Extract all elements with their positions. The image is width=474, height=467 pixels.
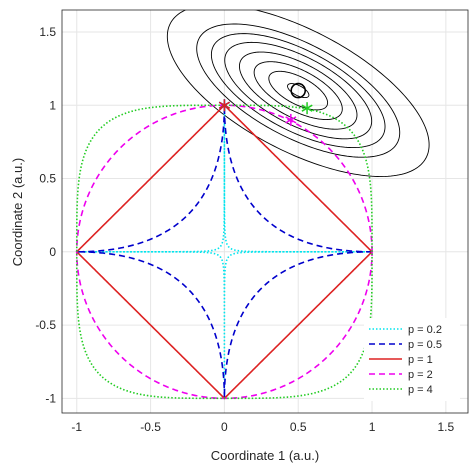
y-tick-label: -0.5 [35,318,56,332]
legend: p = 0.2 p = 0.5 p = 1 p = 2 p = 4 [364,318,460,401]
optimum-marker [290,82,307,99]
solution-point [301,102,313,115]
objective-contours [166,10,430,177]
x-tick-label: 1.5 [438,420,455,434]
x-tick-label: 0.5 [290,420,307,434]
y-tick-label: 1.5 [39,25,56,39]
y-tick-label: 1 [49,98,56,112]
contour-ellipse [238,51,358,130]
x-tick-label: -0.5 [140,420,161,434]
y-tick-label: 0 [49,245,56,259]
contour-ellipse [253,61,343,120]
contour-ellipse [196,23,401,158]
solution-markers [218,82,313,126]
legend-entry: p = 4 [408,384,433,396]
norm-balls [75,104,374,400]
contour-ellipse [166,10,430,177]
series-line [75,104,373,400]
x-axis-label: Coordinate 1 (a.u.) [211,448,319,463]
x-tick-label: 0 [221,420,228,434]
x-tick-label: -1 [71,420,82,434]
y-axis-label: Coordinate 2 (a.u.) [10,158,25,266]
y-tick-label: -1 [45,391,56,405]
tick-labels: -1 -0.5 0 0.5 1 1.5 -1 -0.5 0 0.5 1 1.5 [35,25,454,434]
solution-point [285,113,297,126]
solution-point [218,99,230,112]
axes-box [61,9,469,414]
legend-entry: p = 1 [408,354,433,366]
x-tick-label: 1 [369,420,376,434]
y-tick-label: 0.5 [39,172,56,186]
series-line [75,104,373,400]
contour-ellipse [224,41,373,140]
series-line [76,105,373,399]
legend-entry: p = 0.5 [408,339,442,351]
legend-entry: p = 0.2 [408,324,442,336]
legend-entry: p = 2 [408,369,433,381]
